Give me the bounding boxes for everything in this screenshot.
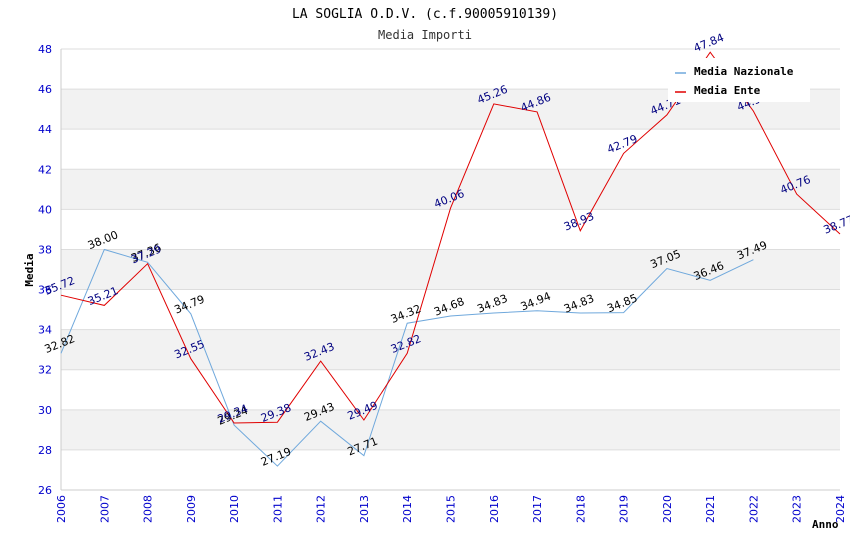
x-tick-label: 2023	[791, 495, 804, 523]
x-tick-label: 2016	[488, 495, 501, 523]
x-tick-label: 2010	[228, 495, 241, 523]
data-label: 34.83	[562, 292, 596, 316]
x-axis-title: Anno	[812, 518, 839, 531]
x-tick-label: 2008	[142, 495, 155, 523]
series-line-media-nazionale	[60, 248, 754, 467]
y-tick-label: 42	[38, 163, 52, 176]
chart-title: LA SOGLIA O.D.V. (c.f.90005910139)	[292, 7, 558, 22]
data-label: 34.94	[519, 290, 553, 314]
legend-label-media-nazionale: Media Nazionale	[694, 65, 794, 78]
chart-subtitle: Media Importi	[378, 28, 472, 42]
data-label: 38.77	[822, 213, 850, 237]
data-label: 35.72	[43, 274, 77, 298]
x-tick-label: 2006	[55, 495, 68, 523]
y-tick-label: 48	[38, 43, 52, 56]
data-label: 34.85	[605, 291, 639, 315]
x-tick-label: 2021	[704, 495, 717, 523]
x-tick-label: 2018	[574, 495, 587, 523]
x-tick-labels: 2006 2007 2008 2009 2010 2011 2012 2013 2014 2015…	[55, 495, 847, 523]
y-tick-label: 44	[38, 123, 52, 136]
legend: Media Nazionale Media Ente	[668, 58, 810, 102]
y-tick-label: 38	[38, 243, 52, 256]
grid-band	[61, 409, 840, 450]
y-tick-labels: 26 28 30 32 34 36 38 40 42 44 46 48	[38, 43, 52, 497]
grid-bands	[61, 89, 840, 450]
data-label: 34.32	[389, 302, 423, 326]
series-lines	[60, 51, 841, 467]
y-axis-title: Media	[23, 253, 36, 286]
x-tick-label: 2009	[185, 495, 198, 523]
x-tick-label: 2022	[747, 495, 760, 523]
x-tick-label: 2014	[401, 495, 414, 523]
x-tick-label: 2011	[271, 495, 284, 523]
legend-label-media-ente: Media Ente	[694, 84, 761, 97]
y-tick-label: 36	[38, 284, 52, 297]
data-label: 42.79	[605, 132, 639, 156]
x-tick-label: 2017	[531, 495, 544, 523]
x-tick-label: 2013	[358, 495, 371, 523]
legend-box	[668, 58, 810, 102]
data-label: 38.00	[86, 228, 120, 252]
y-tick-label: 26	[38, 484, 52, 497]
x-tick-label: 2024	[834, 495, 847, 523]
grid-band	[61, 329, 840, 370]
x-tick-label: 2012	[315, 495, 328, 523]
x-tick-label: 2020	[661, 495, 674, 523]
y-tick-label: 32	[38, 364, 52, 377]
data-label: 38.93	[562, 210, 596, 234]
y-tick-label: 30	[38, 404, 52, 417]
x-tick-label: 2015	[445, 495, 458, 523]
y-tick-label: 28	[38, 444, 52, 457]
grid-band	[61, 249, 840, 290]
x-tick-label: 2019	[618, 495, 631, 523]
y-tick-label: 40	[38, 203, 52, 216]
y-tick-label: 34	[38, 324, 52, 337]
y-tick-label: 46	[38, 83, 52, 96]
grid-band	[61, 169, 840, 210]
x-tick-label: 2007	[98, 495, 111, 523]
series-line-media-ente	[60, 51, 841, 424]
grid-lines	[61, 48, 840, 491]
data-label: 47.84	[692, 31, 726, 55]
